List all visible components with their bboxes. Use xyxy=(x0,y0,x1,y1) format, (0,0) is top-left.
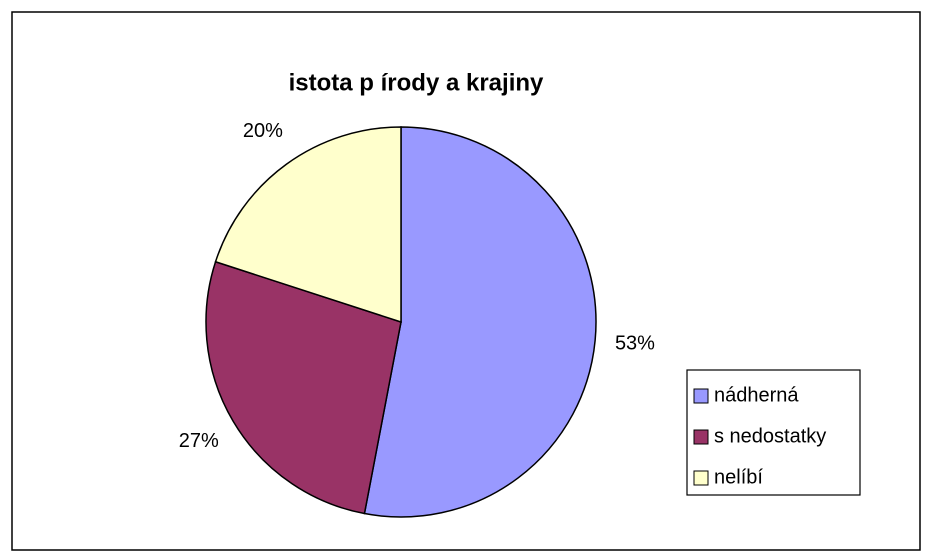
chart-title: istota p írody a krajiny xyxy=(289,69,544,96)
pie-slice xyxy=(214,126,402,324)
pie-slice xyxy=(205,260,402,515)
data-label: 27% xyxy=(179,430,219,452)
legend-label: nelíbí xyxy=(714,466,763,488)
data-label: 20% xyxy=(243,120,283,142)
legend-swatch xyxy=(693,429,709,445)
legend-label: s nedostatky xyxy=(714,425,826,447)
legend-swatch xyxy=(693,470,709,486)
data-label: 53% xyxy=(615,332,655,354)
legend-label: nádherná xyxy=(714,384,799,406)
pie-slice xyxy=(363,126,597,518)
legend-swatch xyxy=(693,388,709,404)
legend-box xyxy=(686,369,861,496)
